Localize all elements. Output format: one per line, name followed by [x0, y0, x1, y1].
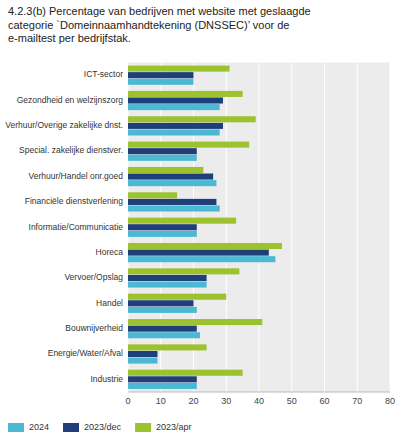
x-tick-label: 30 — [221, 396, 231, 406]
x-tick-label: 40 — [254, 396, 264, 406]
legend-label: 2023/dec — [84, 422, 122, 432]
bar — [128, 192, 177, 198]
grid-line — [324, 63, 325, 393]
bar — [128, 129, 220, 135]
bar — [128, 358, 157, 364]
bar — [128, 224, 197, 230]
x-grid — [128, 63, 390, 393]
bar — [128, 275, 207, 281]
bar — [128, 66, 230, 72]
x-tick-label: 20 — [188, 396, 198, 406]
bar — [128, 300, 194, 306]
bar — [128, 294, 226, 300]
category-label: Vervoer/Opslag — [64, 272, 123, 282]
bar — [128, 307, 197, 313]
grid-line — [357, 63, 358, 393]
category-label: Financiële dienstverlening — [25, 196, 124, 206]
bar — [128, 370, 243, 376]
bar — [128, 104, 220, 110]
category-label: Horeca — [96, 247, 124, 257]
bar — [128, 167, 203, 173]
bar — [128, 218, 236, 224]
category-label: Handel — [96, 298, 123, 308]
bar — [128, 199, 216, 205]
grid-line — [226, 63, 227, 393]
legend-label: 2023/apr — [156, 422, 192, 432]
x-tick-label: 0 — [125, 396, 130, 406]
plot-background — [128, 63, 390, 393]
category-label: Verhuur/Overige zakelijke dnst. — [5, 120, 123, 130]
x-axis-line — [128, 392, 390, 393]
legend: 2024 2023/dec 2023/apr — [8, 422, 192, 432]
category-label: Energie/Water/Afval — [48, 348, 123, 358]
chart-container: 4.2.3(b) Percentage van bedrijven met we… — [0, 0, 400, 442]
bar — [128, 256, 275, 262]
bar — [128, 123, 223, 129]
legend-swatch — [63, 423, 79, 432]
x-tick-label: 80 — [385, 396, 395, 406]
bars — [128, 66, 282, 389]
bar — [128, 79, 194, 85]
title: 4.2.3(b) Percentage van bedrijven met we… — [8, 5, 311, 44]
bar — [128, 351, 157, 357]
bar — [128, 376, 197, 382]
bar — [128, 332, 200, 338]
x-tick-label: 70 — [352, 396, 362, 406]
grid-line — [390, 63, 391, 393]
bar — [128, 319, 262, 325]
bar — [128, 97, 223, 103]
bar — [128, 155, 197, 161]
category-label: Industrie — [90, 374, 123, 384]
category-label: Informatie/Communicatie — [29, 222, 124, 232]
category-label: Verhuur/Handel onr.goed — [28, 171, 123, 181]
bar — [128, 174, 213, 180]
bar — [128, 142, 249, 148]
bar — [128, 326, 197, 332]
grid-line — [259, 63, 260, 393]
category-label: Special. zakelijke dienstver. — [19, 145, 123, 155]
bar — [128, 231, 197, 237]
grid-line — [291, 63, 292, 393]
bar — [128, 116, 256, 122]
bar — [128, 281, 207, 287]
bar — [128, 243, 282, 249]
x-tick-label: 10 — [156, 396, 166, 406]
category-label: Bouwnijverheid — [65, 323, 123, 333]
category-label: Gezondheid en welzijnszorg — [17, 95, 124, 105]
bar — [128, 250, 269, 256]
bar — [128, 180, 216, 186]
bar — [128, 268, 239, 274]
x-tick-label: 60 — [319, 396, 329, 406]
bar — [128, 344, 207, 350]
chart-svg: 4.2.3(b) Percentage van bedrijven met we… — [0, 0, 400, 442]
bar — [128, 383, 197, 389]
bar — [128, 148, 197, 154]
x-axis-ticks: 0 10 20 30 40 50 60 70 80 — [125, 396, 395, 406]
category-label: ICT-sector — [84, 69, 123, 79]
bar — [128, 72, 194, 78]
legend-label: 2024 — [29, 422, 49, 432]
bar — [128, 91, 243, 97]
legend-swatch — [8, 423, 24, 432]
x-tick-label: 50 — [287, 396, 297, 406]
legend-swatch — [135, 423, 151, 432]
y-axis-labels: ICT-sector Gezondheid en welzijnszorg Verh… — [5, 69, 123, 383]
bar — [128, 205, 220, 211]
